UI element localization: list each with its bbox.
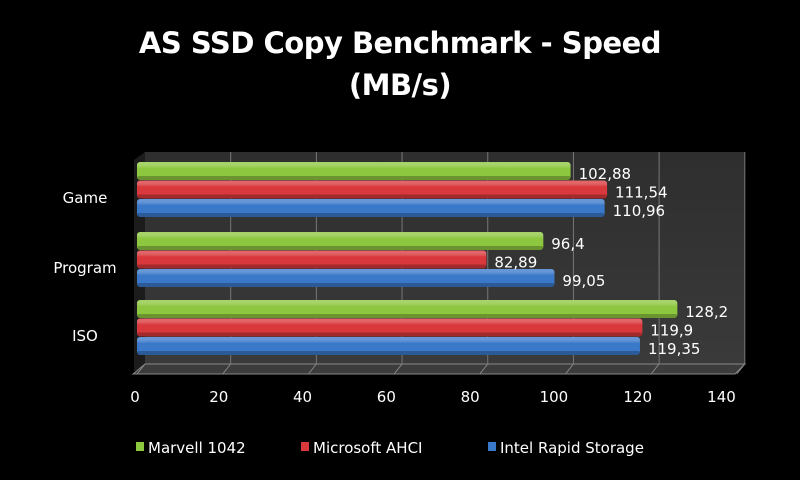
x-tick-label: 60 (377, 388, 396, 406)
floor-gridline (650, 363, 660, 375)
bar-highlight (137, 337, 640, 355)
floor-gridline (307, 363, 317, 375)
data-label: 102,88 (579, 165, 632, 183)
bar-shade (137, 351, 640, 355)
data-label: 110,96 (613, 202, 666, 220)
bar-shade (137, 314, 678, 318)
floor-gridline (136, 363, 146, 375)
floor-gridline (736, 363, 746, 375)
data-label: 128,2 (685, 303, 728, 321)
floor-gridline (222, 363, 232, 375)
data-label: 99,05 (562, 272, 605, 290)
bar-shade (137, 246, 544, 250)
x-tick-label: 100 (540, 388, 569, 406)
bar-shade (137, 283, 555, 287)
bar-shade (137, 264, 487, 269)
plot-floor (131, 363, 747, 375)
x-tick-label: 120 (623, 388, 652, 406)
bar-shade (137, 176, 571, 180)
bar-shade (137, 194, 608, 199)
data-label: 96,4 (551, 235, 584, 253)
bar-highlight (137, 269, 555, 287)
bar-highlight (137, 232, 544, 250)
x-tick-label: 80 (461, 388, 480, 406)
floor-gridline (565, 363, 574, 375)
bar-highlight (137, 180, 608, 199)
x-tick-label: 20 (209, 388, 228, 406)
data-label: 111,54 (615, 184, 668, 202)
title-line: AS SSD Copy Benchmark - Speed (138, 26, 662, 60)
category-label: ISO (72, 327, 98, 345)
legend-swatch (301, 442, 309, 451)
category-label: Game (63, 189, 108, 207)
bar-highlight (137, 250, 487, 269)
bar-highlight (137, 318, 643, 337)
legend-swatch (136, 442, 144, 451)
legend-label: Microsoft AHCI (313, 439, 422, 457)
data-label: 119,35 (648, 340, 701, 358)
x-tick-label: 140 (707, 388, 736, 406)
legend-label: Intel Rapid Storage (500, 439, 644, 457)
category-label: Program (53, 259, 116, 277)
subtitle-line: (MB/s) (348, 68, 452, 102)
chart-title: AS SSD Copy Benchmark - Speed (MB/s) (0, 22, 800, 106)
bar-shade (137, 213, 605, 217)
bar-shade (137, 332, 643, 337)
bar-highlight (137, 162, 571, 180)
floor-gridline (393, 363, 403, 375)
data-label: 119,9 (650, 322, 693, 340)
x-tick-label: 0 (130, 388, 140, 406)
legend-label: Marvell 1042 (148, 439, 246, 457)
x-tick-label: 40 (293, 388, 312, 406)
bar-highlight (137, 199, 605, 217)
data-label: 82,89 (494, 254, 537, 272)
legend-swatch (488, 442, 496, 451)
bar-highlight (137, 300, 678, 318)
floor-gridline (479, 363, 489, 375)
